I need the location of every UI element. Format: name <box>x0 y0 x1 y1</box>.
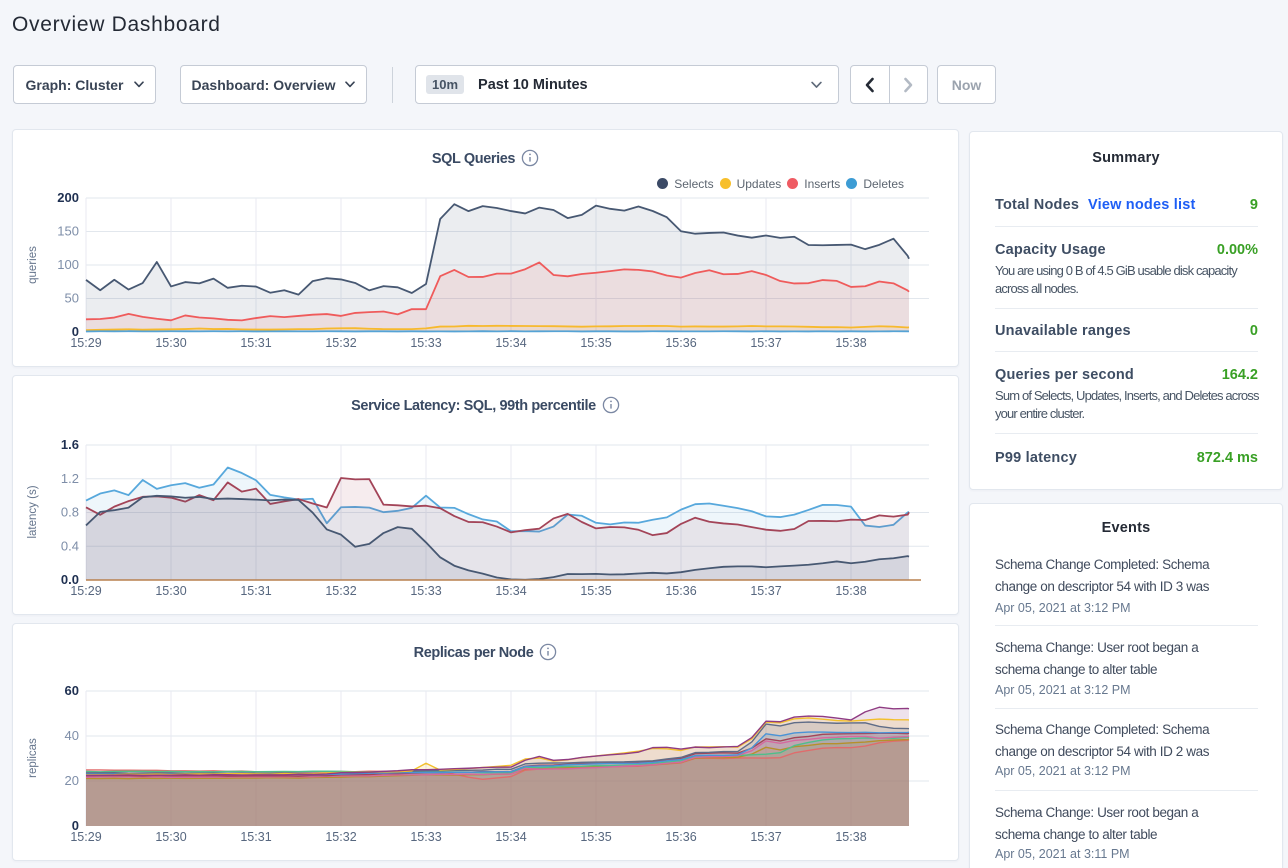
svg-text:15:38: 15:38 <box>835 830 866 844</box>
svg-text:15:35: 15:35 <box>580 584 611 598</box>
svg-text:20: 20 <box>65 773 79 788</box>
svg-text:200: 200 <box>57 190 79 205</box>
svg-text:15:36: 15:36 <box>665 830 696 844</box>
svg-text:15:29: 15:29 <box>70 336 101 350</box>
svg-text:15:33: 15:33 <box>410 336 441 350</box>
svg-text:15:30: 15:30 <box>155 336 186 350</box>
svg-text:15:32: 15:32 <box>325 336 356 350</box>
svg-text:0: 0 <box>72 324 79 339</box>
svg-text:0.4: 0.4 <box>61 538 79 553</box>
svg-text:0.8: 0.8 <box>61 505 79 520</box>
svg-text:15:36: 15:36 <box>665 336 696 350</box>
svg-text:40: 40 <box>65 728 79 743</box>
svg-text:15:37: 15:37 <box>750 584 781 598</box>
svg-text:15:34: 15:34 <box>495 830 526 844</box>
svg-text:15:31: 15:31 <box>240 584 271 598</box>
svg-text:15:38: 15:38 <box>835 584 866 598</box>
svg-text:15:37: 15:37 <box>750 336 781 350</box>
svg-text:15:35: 15:35 <box>580 830 611 844</box>
svg-text:15:30: 15:30 <box>155 830 186 844</box>
svg-text:1.6: 1.6 <box>61 437 79 452</box>
svg-text:latency (s): latency (s) <box>27 485 39 538</box>
svg-text:15:33: 15:33 <box>410 584 441 598</box>
svg-text:15:31: 15:31 <box>240 830 271 844</box>
svg-text:0: 0 <box>72 818 79 833</box>
svg-text:60: 60 <box>65 683 79 698</box>
svg-text:15:35: 15:35 <box>580 336 611 350</box>
svg-text:0.0: 0.0 <box>61 572 79 587</box>
svg-text:15:34: 15:34 <box>495 336 526 350</box>
svg-text:replicas: replicas <box>27 738 39 778</box>
svg-text:15:29: 15:29 <box>70 584 101 598</box>
svg-text:150: 150 <box>57 224 79 239</box>
svg-text:queries: queries <box>27 246 39 284</box>
svg-text:15:37: 15:37 <box>750 830 781 844</box>
svg-text:1.2: 1.2 <box>61 471 79 486</box>
svg-text:15:38: 15:38 <box>835 336 866 350</box>
svg-text:15:31: 15:31 <box>240 336 271 350</box>
svg-text:15:34: 15:34 <box>495 584 526 598</box>
svg-text:15:32: 15:32 <box>325 830 356 844</box>
svg-text:15:30: 15:30 <box>155 584 186 598</box>
svg-text:15:29: 15:29 <box>70 830 101 844</box>
svg-text:15:33: 15:33 <box>410 830 441 844</box>
svg-text:50: 50 <box>65 291 79 306</box>
svg-text:100: 100 <box>57 257 79 272</box>
svg-text:15:36: 15:36 <box>665 584 696 598</box>
svg-text:15:32: 15:32 <box>325 584 356 598</box>
